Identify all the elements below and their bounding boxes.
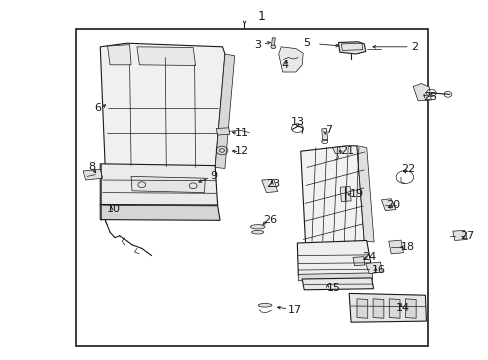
Polygon shape [271, 38, 275, 46]
Text: 14: 14 [395, 303, 409, 313]
Text: 21: 21 [339, 146, 353, 156]
Text: 12: 12 [234, 146, 248, 156]
Polygon shape [352, 257, 364, 266]
Polygon shape [278, 47, 303, 72]
Text: 4: 4 [281, 60, 288, 70]
Polygon shape [300, 146, 364, 245]
Text: 13: 13 [290, 117, 305, 127]
Polygon shape [107, 45, 131, 65]
Text: 27: 27 [459, 231, 473, 241]
Bar [76, 29, 427, 346]
Polygon shape [297, 240, 372, 275]
Polygon shape [100, 164, 217, 205]
Polygon shape [83, 169, 102, 180]
Text: 1: 1 [257, 10, 265, 23]
Polygon shape [216, 128, 229, 135]
Polygon shape [365, 262, 382, 274]
Polygon shape [137, 47, 195, 66]
Text: 5: 5 [303, 38, 309, 48]
Polygon shape [340, 186, 350, 202]
Polygon shape [388, 240, 403, 254]
Polygon shape [405, 299, 415, 318]
Polygon shape [321, 129, 327, 141]
Text: 18: 18 [400, 242, 414, 252]
Polygon shape [388, 299, 399, 318]
Ellipse shape [251, 230, 264, 234]
Text: 19: 19 [349, 189, 363, 199]
Polygon shape [338, 42, 365, 54]
Circle shape [270, 45, 275, 49]
Polygon shape [348, 293, 426, 322]
Text: 2: 2 [410, 42, 417, 52]
Polygon shape [332, 147, 341, 154]
Polygon shape [100, 204, 220, 220]
Text: 24: 24 [361, 252, 375, 262]
Polygon shape [452, 230, 467, 240]
Polygon shape [372, 299, 383, 318]
Ellipse shape [258, 303, 271, 307]
Text: 10: 10 [106, 204, 121, 214]
Polygon shape [356, 299, 367, 318]
Text: 7: 7 [325, 125, 332, 135]
Text: 25: 25 [422, 92, 436, 102]
Polygon shape [356, 146, 373, 242]
Text: 23: 23 [266, 179, 280, 189]
Text: 26: 26 [263, 215, 277, 225]
Ellipse shape [250, 225, 264, 229]
Polygon shape [302, 278, 373, 290]
Polygon shape [100, 43, 224, 167]
Text: 15: 15 [326, 283, 340, 293]
Text: 6: 6 [94, 103, 101, 113]
Polygon shape [131, 176, 205, 193]
Text: 8: 8 [88, 162, 95, 172]
Text: 11: 11 [234, 128, 248, 138]
Polygon shape [412, 84, 430, 101]
Text: 9: 9 [210, 171, 217, 181]
Circle shape [219, 149, 224, 152]
Polygon shape [381, 199, 395, 211]
Text: 22: 22 [400, 164, 414, 174]
Text: 16: 16 [371, 265, 385, 275]
Text: 3: 3 [254, 40, 261, 50]
Text: 17: 17 [287, 305, 301, 315]
Polygon shape [298, 273, 372, 281]
Polygon shape [261, 179, 277, 193]
Text: 20: 20 [386, 200, 400, 210]
Polygon shape [215, 54, 234, 168]
